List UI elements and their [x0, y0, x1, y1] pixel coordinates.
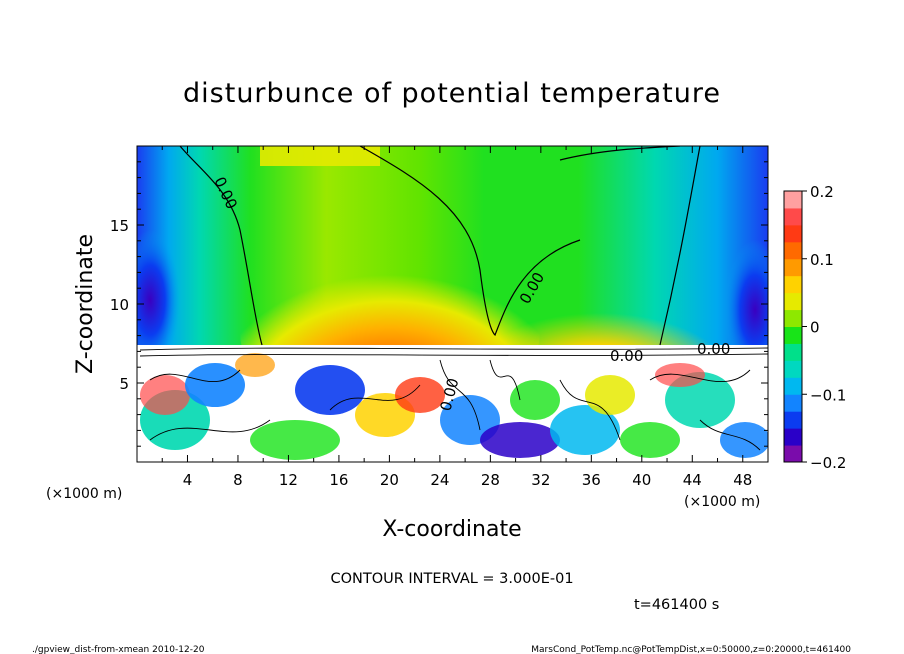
x-axis-units: (×1000 m): [46, 486, 122, 502]
contour-interval: CONTOUR INTERVAL = 3.000E-01: [330, 571, 573, 587]
colorbar-swatch: [784, 224, 802, 243]
x-tick-label: 4: [183, 471, 193, 489]
x-tick-label: 12: [279, 471, 298, 489]
colorbar: 0.2 0.1 0 −0.1 −0.2: [783, 183, 846, 472]
x-tick-label: 8: [233, 471, 243, 489]
y-tick-label: 10: [110, 296, 129, 314]
colorbar-swatch: [784, 394, 802, 412]
x-tick-label: 28: [481, 471, 500, 489]
y-axis-ticks: 5 10 15: [110, 161, 768, 447]
field-top-band: [260, 146, 380, 166]
contour-line-left: [179, 146, 263, 346]
colorbar-tick-label: 0: [810, 319, 820, 337]
colorbar-swatch: [784, 445, 802, 463]
x-tick-label: 20: [380, 471, 399, 489]
time-label: t=461400 s: [634, 597, 719, 613]
y-tick-label: 5: [119, 375, 129, 393]
colorbar-tick-label: 0.1: [810, 251, 834, 269]
contour-lower: [139, 347, 768, 451]
colorbar-swatch: [784, 292, 802, 311]
y-axis-label: Z-coordinate: [73, 234, 98, 374]
y-tick-label: 15: [110, 217, 129, 235]
x-axis-ticks: 4 8 12 16 20 24 28 32 36 40 44 48: [161, 146, 752, 489]
chart-title: disturbunce of potential temperature: [183, 78, 721, 109]
x-tick-label: 16: [329, 471, 348, 489]
colorbar-swatch: [784, 343, 802, 361]
x-tick-label: 48: [733, 471, 752, 489]
colorbar-tick-label: −0.2: [810, 454, 846, 472]
x-axis-label: X-coordinate: [382, 517, 521, 542]
colorbar-tick-label: 0.2: [810, 183, 834, 201]
x-tick-label: 40: [632, 471, 651, 489]
x-tick-label: 44: [683, 471, 702, 489]
plot-area: 0.00 0.00 0.00 0.00 0.00: [137, 146, 768, 462]
colorbar-swatch: [784, 411, 802, 429]
x-tick-label: 32: [531, 471, 550, 489]
footer-right: MarsCond_PotTemp.nc@PotTempDist,x=0:5000…: [531, 645, 851, 654]
field-cold-right: [725, 240, 768, 380]
contour-line-right: [659, 146, 701, 346]
field-cold-left: [137, 230, 180, 370]
colorbar-swatch: [784, 377, 802, 395]
x-tick-label: 36: [582, 471, 601, 489]
colorbar-swatch: [784, 241, 802, 260]
x-tick-label: 24: [430, 471, 449, 489]
colorbar-swatch: [784, 258, 802, 277]
colorbar-swatch: [784, 275, 802, 294]
footer-left: ./gpview_dist-from-xmean 2010-12-20: [32, 645, 205, 654]
colorbar-swatch: [784, 207, 802, 226]
x-axis-units-right: (×1000 m): [684, 494, 760, 510]
contour-label: 0.00: [697, 340, 730, 358]
colorbar-swatch: [784, 309, 802, 327]
contour-line-center: [359, 146, 581, 337]
colorbar-swatch: [784, 360, 802, 378]
colorbar-swatch: [784, 428, 802, 446]
colorbar-swatch: [784, 326, 802, 344]
contour-label: 0.00: [610, 347, 643, 365]
colorbar-swatch: [784, 191, 802, 209]
colorbar-tick-label: −0.1: [810, 386, 846, 404]
